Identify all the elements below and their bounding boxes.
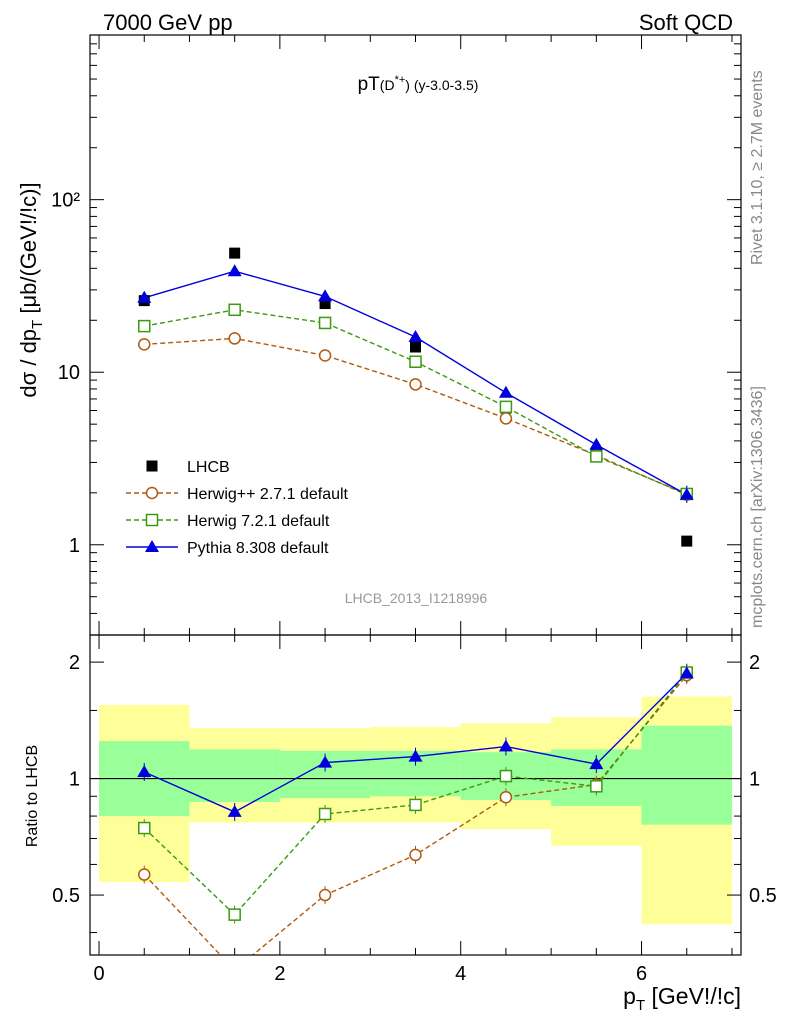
ratio-point (227, 804, 242, 817)
ratio-frame (89, 634, 742, 956)
ratio-point (590, 780, 603, 793)
data-point (229, 247, 241, 259)
ratio-point (318, 755, 333, 768)
data-point (498, 385, 513, 398)
legend-label: Herwig 7.2.1 default (187, 513, 330, 530)
ratio-point (138, 821, 151, 835)
x-tick-label: 6 (636, 963, 647, 985)
data-point (499, 400, 513, 414)
data-point (138, 338, 151, 351)
y-axis-title: dσ / dpT [μb/(GeV!/!c)] (16, 182, 46, 397)
data-point (228, 332, 241, 345)
x-axis-title: pT [GeV!/!c] (623, 983, 741, 1014)
rivet-label: Rivet 3.1.10, ≥ 2.7M events (749, 70, 766, 265)
legend-label: LHCB (187, 459, 230, 476)
data-point (590, 450, 603, 463)
ratio-point (589, 757, 604, 770)
y-tick-label: 10 (58, 362, 80, 384)
ratio-point (499, 769, 513, 783)
watermark: LHCB_2013_I1218996 (345, 590, 488, 606)
ratio-tick-label: 2 (69, 652, 80, 674)
data-point (589, 437, 604, 450)
y-tick-label: 10² (51, 190, 80, 212)
x-tick-label: 2 (274, 963, 285, 985)
main-title: pT(D*+) (y-3.0-3.5) (358, 74, 479, 95)
ratio-point (318, 888, 332, 902)
ratio-point (499, 790, 513, 804)
data-point (318, 316, 332, 330)
data-point (318, 349, 332, 362)
x-axis-title-a: p (623, 983, 636, 1009)
title-sub: (D (380, 77, 395, 93)
data-point (138, 319, 151, 333)
data-point (679, 487, 694, 500)
ratio-point (137, 764, 152, 777)
y-axis-title-b: [μb/(GeV!/!c)] (16, 182, 41, 319)
data-point (681, 535, 693, 547)
title-tail: ) (y-3.0-3.5) (405, 77, 478, 93)
data-point (318, 289, 333, 302)
data-point (228, 303, 241, 317)
ratio-axis-title: Ratio to LHCB (24, 745, 41, 847)
legend-marker (145, 513, 159, 527)
ratio-point (408, 749, 423, 762)
x-axis-title-b: [GeV!/!c] (645, 983, 741, 1009)
ratio-tick-label-right: 2 (749, 652, 760, 674)
uncertainty-band-inner (189, 749, 280, 802)
ratio-point (679, 666, 694, 679)
ratio-point (228, 908, 241, 921)
ratio-plot-area: 0.5 0.5 1 1 2 2 0 2 4 6 (52, 634, 777, 985)
legend-label: Herwig++ 2.7.1 default (187, 486, 349, 503)
title-main: pT (358, 74, 381, 95)
ratio-tick-label: 0.5 (52, 885, 80, 907)
legend-marker (145, 540, 159, 552)
data-point (319, 298, 331, 310)
data-point (499, 412, 513, 425)
header-left-label: 7000 GeV pp (103, 10, 233, 35)
ratio-point (498, 739, 513, 752)
y-axis-title-sub: T (29, 320, 46, 329)
data-point (227, 264, 242, 277)
uncertainty-band-inner (641, 725, 732, 825)
ratio-point (229, 965, 240, 976)
data-point (408, 329, 423, 342)
header-right-label: Soft QCD (639, 10, 733, 35)
ratio-point (409, 798, 422, 812)
y-axis-title-a: dσ / dp (16, 329, 41, 398)
x-axis-title-sub: T (636, 997, 645, 1014)
legend-label: Pythia 8.308 default (187, 540, 329, 557)
main-panel: 1 10 10² pT(D*+) (y-3.0-3.5) dσ / dpT [μb/… (16, 34, 742, 636)
mcplots-label: mcplots.cern.ch [arXiv:1306.3436] (749, 386, 766, 628)
legend: LHCB Herwig++ 2.7.1 default Herwig 7.2.1 d… (126, 459, 349, 557)
ratio-series-group (137, 663, 694, 976)
title-sup: *+ (395, 74, 406, 86)
ratio-tick-label: 1 (69, 769, 80, 791)
ratio-point (409, 848, 422, 862)
legend-marker (145, 486, 159, 500)
data-point (409, 355, 422, 368)
ratio-point (318, 807, 332, 821)
x-tick-label: 4 (455, 963, 466, 985)
ratio-tick-label-right: 0.5 (749, 885, 777, 907)
ratio-tick-label-right: 1 (749, 769, 760, 791)
data-point (137, 290, 152, 303)
data-point (410, 341, 421, 353)
y-tick-label: 1 (69, 535, 80, 557)
ratio-point (138, 868, 151, 881)
data-point (409, 378, 422, 391)
ratio-panel: 0.5 0.5 1 1 2 2 0 2 4 6 Ratio to LHCB pT [GeV!/!c… (24, 634, 777, 1014)
x-tick-label: 0 (93, 963, 104, 985)
legend-marker (146, 460, 158, 472)
